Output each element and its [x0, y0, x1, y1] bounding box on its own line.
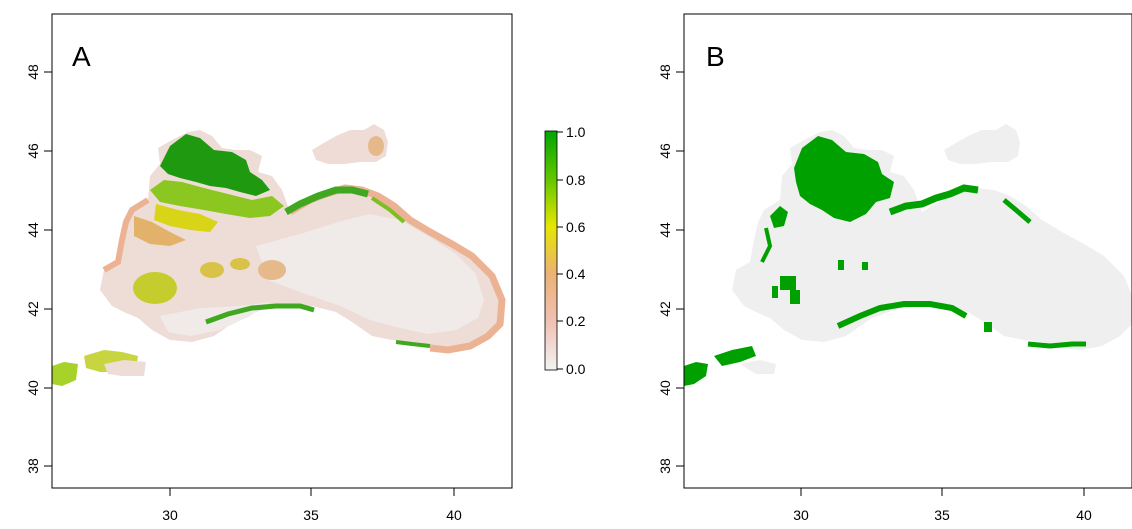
panel-a-nw-shelf-yellow — [154, 204, 218, 232]
legend-tick-label: 1.0 — [566, 124, 586, 140]
panel-a-y-tick-label: 48 — [25, 64, 41, 80]
panel-b-azov-absence — [944, 124, 1020, 164]
panel-b-presence-cell — [790, 290, 800, 304]
panel-b-x-tick-label: 30 — [793, 507, 809, 523]
legend-color-bar — [544, 130, 558, 371]
panel-b-label: B — [706, 41, 725, 72]
panel-a-sw-patch-3 — [230, 258, 250, 270]
panel-b-nw-shelf-presence — [794, 136, 894, 222]
panel-a-sw-patch-1 — [133, 272, 177, 304]
panel-b-y-tick-label: 42 — [657, 301, 673, 317]
panel-b-absence-area — [732, 130, 1132, 350]
panel-b-presence-cell — [838, 260, 844, 270]
panel-b-west-coast-presence — [760, 227, 773, 263]
panel-a-west-ring — [102, 197, 150, 273]
panel-a-center-patch — [258, 260, 286, 280]
panel-b-presence-cell — [862, 262, 868, 270]
panel-a-south-coast-green — [205, 303, 315, 325]
color-legend: 1.0 0.8 0.6 0.4 0.2 0.0 — [544, 124, 586, 377]
panel-b-y-tick-label: 44 — [657, 222, 673, 238]
panel-a-south-coast-green-2 — [395, 340, 431, 348]
legend-tick-label: 0.8 — [566, 172, 586, 188]
panel-b-presence-cell — [780, 276, 796, 290]
panel-b-south-east-presence — [1027, 341, 1086, 349]
panel-b: B 30 35 40 38 40 42 44 46 48 — [657, 13, 1132, 523]
panel-b-marmara-presence — [684, 362, 708, 386]
panel-a-y-tick-label: 42 — [25, 301, 41, 317]
panel-b-plot-frame — [683, 13, 1132, 489]
panel-b-marmara-strip — [714, 346, 756, 366]
panel-a: A 30 35 40 38 40 42 44 46 48 — [25, 13, 513, 523]
panel-a-ne-coast-green — [284, 186, 369, 216]
panel-a-y-tick-label: 38 — [25, 458, 41, 474]
panel-b-nw-shelf-patch — [770, 206, 788, 228]
panel-a-east-coast-green — [370, 196, 406, 224]
legend-tick-label: 0.0 — [566, 361, 586, 377]
panel-a-y-tick-label: 44 — [25, 222, 41, 238]
panel-a-marmara-pale — [104, 360, 146, 376]
panel-a-azov-sea — [312, 124, 388, 164]
panel-a-raster — [52, 124, 506, 386]
panel-a-nw-shelf-green — [160, 134, 270, 196]
panel-a-nw-shelf-orange — [134, 216, 186, 246]
panel-a-label: A — [72, 41, 91, 72]
panel-b-south-coast-presence — [836, 301, 968, 329]
panel-b-x-tick-label: 35 — [934, 507, 950, 523]
panel-b-y-tick-label: 46 — [657, 143, 673, 159]
legend-tick-label: 0.2 — [566, 313, 586, 329]
panel-a-y-tick-label: 40 — [25, 380, 41, 396]
panel-b-x-tick-label: 40 — [1076, 507, 1092, 523]
panel-a-x-tick-label: 30 — [162, 507, 178, 523]
panel-a-sw-patch-2 — [200, 262, 224, 278]
legend-tick-label: 0.4 — [566, 266, 586, 282]
panel-b-y-tick-label: 48 — [657, 64, 673, 80]
panel-b-presence-cell — [984, 322, 992, 332]
panel-b-y-tick-label: 38 — [657, 458, 673, 474]
panel-a-marmara-green — [52, 362, 78, 386]
panel-b-east-coast-presence — [1002, 198, 1032, 224]
panel-b-y-tick-label: 40 — [657, 380, 673, 396]
panel-b-raster — [684, 124, 1132, 386]
panel-a-plot-frame — [51, 13, 513, 489]
panel-a-y-tick-label: 46 — [25, 143, 41, 159]
panel-b-marmara-absence — [740, 360, 776, 374]
panel-b-ne-coast-presence — [888, 184, 979, 216]
panel-a-x-tick-label: 35 — [303, 507, 319, 523]
panel-a-nw-shelf-yellowgreen — [150, 180, 284, 218]
panel-b-presence-cell — [772, 286, 778, 298]
panel-a-interior — [256, 214, 484, 334]
panel-a-x-tick-label: 40 — [446, 507, 462, 523]
panel-a-azov-patch — [368, 136, 384, 156]
legend-tick-label: 0.6 — [566, 219, 586, 235]
